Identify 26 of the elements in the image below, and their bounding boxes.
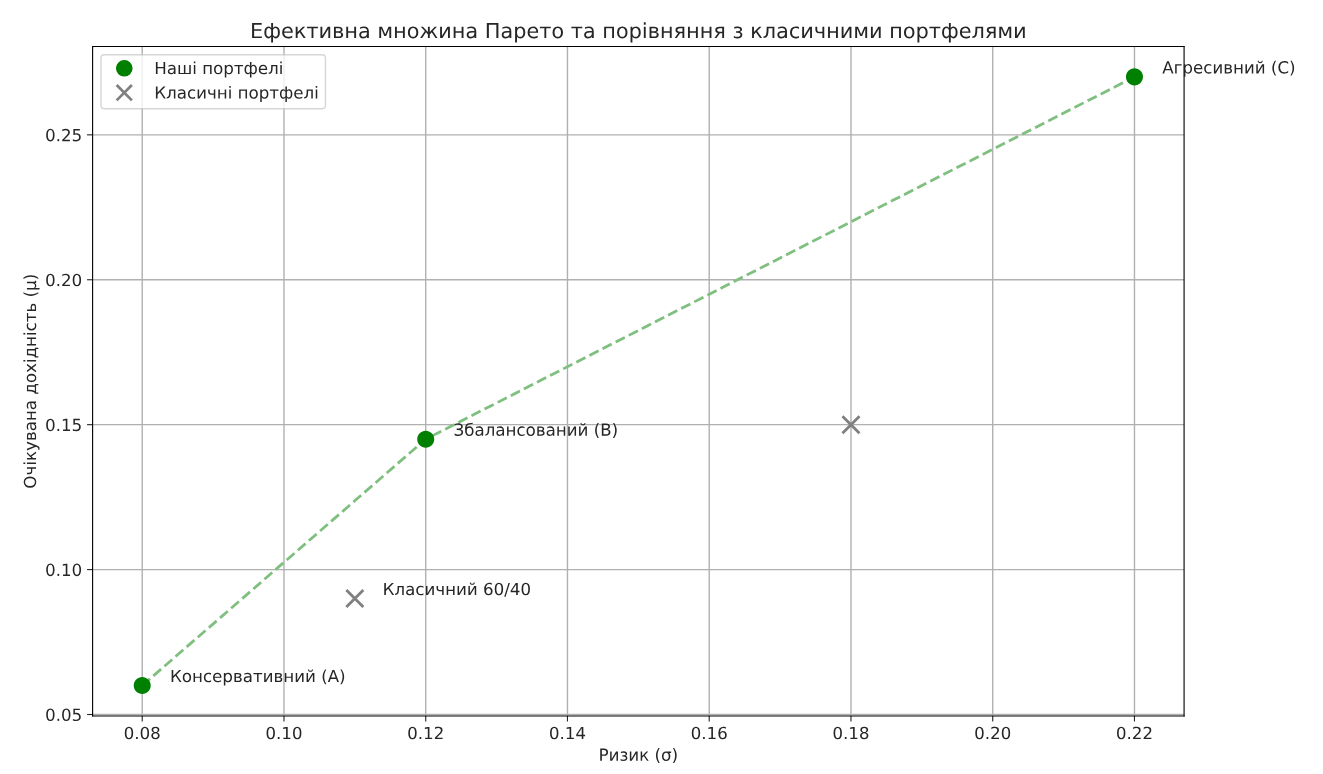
x-tick-label: 0.20 (975, 726, 1011, 740)
legend-label: Класичні портфелі (155, 85, 318, 103)
y-tick-label: 0.15 (46, 418, 81, 432)
y-tick-label: 0.05 (46, 708, 81, 722)
chart-title: Ефективна множина Парето та порівняння з класичними портфелями (252, 22, 1025, 43)
point (417, 430, 435, 448)
annotation: Збалансований (B) (454, 422, 617, 438)
x-axis-title: Ризик (σ) (600, 748, 677, 763)
annotation: Класичний 60/40 (384, 582, 530, 597)
x-tick-label: 0.22 (1117, 726, 1152, 740)
x-tick-label: 0.10 (266, 726, 302, 740)
x-tick-label: 0.16 (691, 726, 727, 740)
y-axis-title: Очікувана дохідність (μ) (23, 275, 40, 488)
y-tick-label: 0.20 (46, 273, 82, 287)
x-tick-label: 0.18 (833, 726, 869, 740)
point (133, 677, 151, 695)
point (344, 588, 365, 609)
point (1125, 68, 1143, 86)
legend-label: Наші портфелі (155, 61, 282, 78)
y-tick-label: 0.10 (46, 563, 82, 577)
point (841, 414, 861, 435)
x-tick-label: 0.14 (550, 726, 586, 740)
x-tick-label: 0.12 (408, 726, 443, 740)
y-tick-label: 0.25 (46, 128, 81, 142)
annotation: Консервативний (A) (171, 669, 345, 686)
x-tick-label: 0.08 (124, 726, 160, 740)
